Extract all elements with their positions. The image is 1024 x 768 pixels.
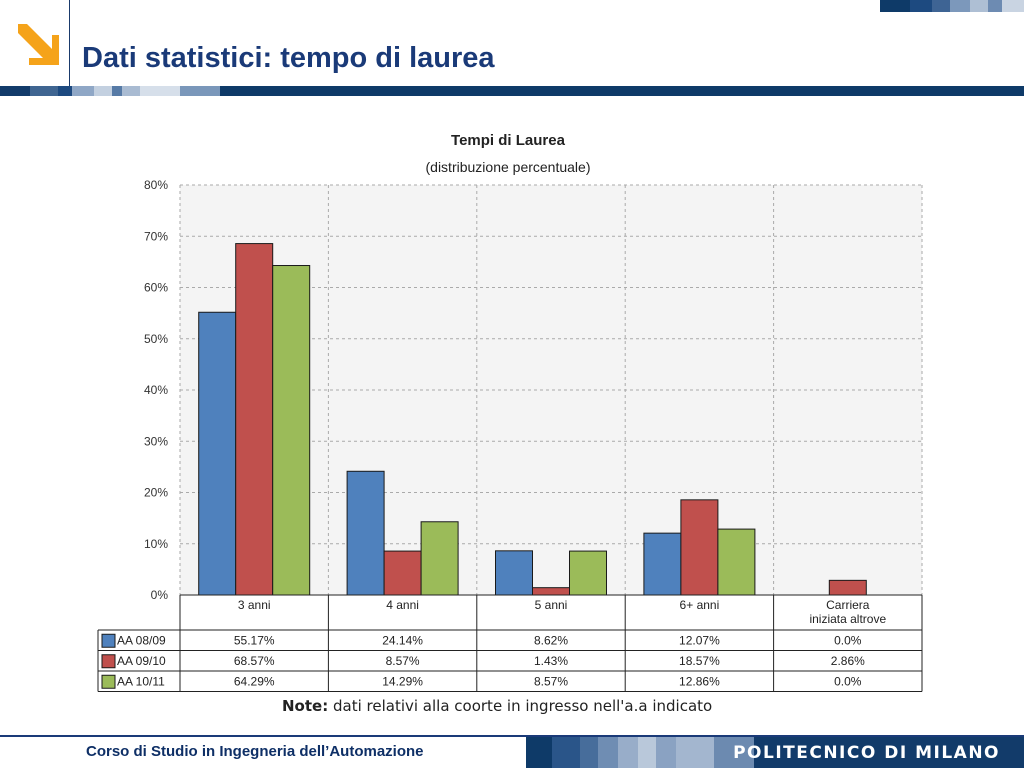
bar bbox=[346, 470, 385, 596]
chart-title: Tempi di Laurea bbox=[451, 132, 566, 149]
legend-label: AA 10/11 bbox=[117, 674, 165, 688]
y-tick-label: 40% bbox=[144, 383, 168, 397]
table-cell-value: 18.57% bbox=[679, 654, 720, 668]
header-band bbox=[0, 86, 1024, 96]
top-right-decor-strip bbox=[880, 0, 1024, 12]
table-cell-value: 1.43% bbox=[534, 654, 568, 668]
y-tick-label: 20% bbox=[144, 486, 168, 500]
table-cell-value: 12.86% bbox=[679, 674, 720, 688]
footer-band: POLITECNICO DI MILANO bbox=[526, 737, 1024, 768]
table-cell-value: 8.57% bbox=[386, 654, 420, 668]
y-tick-label: 10% bbox=[144, 537, 168, 551]
polimi-arrow-logo-icon bbox=[18, 24, 59, 65]
y-tick-label: 30% bbox=[144, 434, 168, 448]
bar bbox=[643, 532, 682, 596]
y-tick-label: 0% bbox=[151, 588, 169, 602]
category-label: 6+ anni bbox=[680, 598, 720, 612]
bar bbox=[828, 579, 867, 596]
footer-line bbox=[0, 735, 1024, 737]
bar bbox=[680, 499, 719, 596]
bar bbox=[272, 265, 311, 596]
bar bbox=[383, 550, 422, 596]
legend-swatch bbox=[101, 674, 116, 689]
table-cell-value: 8.57% bbox=[534, 674, 568, 688]
y-axis: 0% 10% 20% 30% 40% 50% 60% 70% 80% bbox=[144, 178, 168, 602]
legend-swatch bbox=[101, 633, 116, 648]
category-label: Carriera iniziata altrove bbox=[809, 598, 886, 626]
bar bbox=[495, 550, 533, 596]
bar-chart: Tempi di Laurea (distribuzione percentua… bbox=[97, 132, 923, 692]
bar bbox=[198, 311, 237, 596]
y-tick-label: 50% bbox=[144, 332, 168, 346]
footer-course-name: Corso di Studio in Ingegneria dell’Autom… bbox=[86, 743, 424, 760]
bar bbox=[420, 521, 459, 596]
note-label: Note: bbox=[282, 697, 329, 715]
category-label: 4 anni bbox=[386, 598, 419, 612]
page-title: Dati statistici: tempo di laurea bbox=[82, 42, 495, 74]
legend-label: AA 09/10 bbox=[117, 654, 166, 668]
table-cell-value: 0.0% bbox=[834, 674, 862, 688]
category-label: 3 anni bbox=[238, 598, 271, 612]
bar bbox=[569, 550, 607, 596]
bars bbox=[180, 243, 922, 596]
table-cell-value: 24.14% bbox=[382, 633, 423, 647]
table-cell-value: 8.62% bbox=[534, 633, 568, 647]
chart-subtitle: (distribuzione percentuale) bbox=[426, 159, 591, 175]
bar bbox=[235, 243, 274, 596]
table-cell-value: 14.29% bbox=[382, 674, 423, 688]
table-cell-value: 68.57% bbox=[234, 654, 275, 668]
bar bbox=[717, 528, 756, 596]
footnote: Note: dati relativi alla coorte in ingre… bbox=[282, 697, 712, 715]
footer-org-name: POLITECNICO DI MILANO bbox=[733, 743, 1000, 763]
y-tick-label: 80% bbox=[144, 178, 168, 192]
y-tick-label: 60% bbox=[144, 281, 168, 295]
header-divider bbox=[69, 0, 70, 86]
table-cell-value: 64.29% bbox=[234, 674, 275, 688]
y-tick-label: 70% bbox=[144, 229, 168, 243]
table-cell-value: 55.17% bbox=[234, 633, 275, 647]
note-text: dati relativi alla coorte in ingresso ne… bbox=[332, 697, 713, 715]
category-label: 5 anni bbox=[535, 598, 568, 612]
bar bbox=[532, 587, 570, 596]
data-table: 3 anni 4 anni 5 anni 6+ anni Carriera iniziat… bbox=[97, 594, 923, 692]
table-cell-value: 12.07% bbox=[679, 633, 720, 647]
legend-label: AA 08/09 bbox=[117, 633, 166, 647]
legend-swatch bbox=[101, 654, 116, 669]
grid bbox=[179, 184, 923, 595]
table-cell-value: 0.0% bbox=[834, 633, 862, 647]
table-cell-value: 2.86% bbox=[831, 654, 865, 668]
